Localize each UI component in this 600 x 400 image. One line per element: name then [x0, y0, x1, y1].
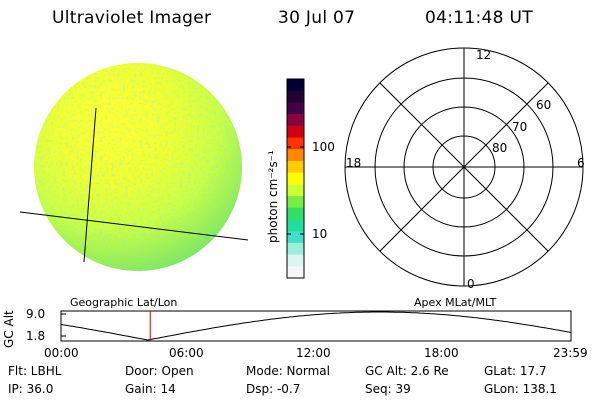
colorbar-cell — [287, 207, 304, 220]
colorbar-cell — [287, 266, 304, 279]
polar-plot — [344, 47, 584, 287]
gc-alt-axis-label: GC Alt — [2, 310, 16, 348]
seq-info: Seq: 39 — [365, 382, 411, 396]
door-info: Door: Open — [125, 364, 194, 378]
colorbar-cell — [287, 219, 304, 232]
altitude-strip-chart — [60, 310, 572, 342]
dsp-info: Dsp: -0.7 — [246, 382, 301, 396]
colorbar-cell — [287, 79, 304, 92]
colorbar — [286, 78, 305, 279]
mlt-label-18: 18 — [346, 156, 362, 170]
x-tick-0000: 00:00 — [44, 346, 79, 360]
x-tick-1200: 12:00 — [296, 346, 331, 360]
x-tick-0600: 06:00 — [169, 346, 204, 360]
y-tick-9: 9.0 — [26, 307, 46, 321]
longitude-line — [83, 107, 97, 263]
gc-alt-info: GC Alt: 2.6 Re — [365, 364, 449, 378]
colorbar-cell — [287, 90, 304, 103]
geographic-grid-label: Geographic Lat/Lon — [70, 296, 178, 309]
mlat-label-70: 70 — [512, 120, 528, 134]
colorbar-cell — [287, 184, 304, 197]
glat-info: GLat: 17.7 — [484, 364, 547, 378]
colorbar-cell — [287, 254, 304, 267]
y-tick-1-8: 1.8 — [26, 329, 46, 343]
earth-disk-image — [19, 63, 249, 271]
mlat-label-80: 80 — [492, 141, 508, 155]
colorbar-cell — [287, 149, 304, 162]
apex-grid-label: Apex MLat/MLT — [414, 296, 497, 309]
mlat-label-60: 60 — [536, 98, 552, 112]
colorbar-cell — [287, 172, 304, 185]
colorbar-cell — [287, 102, 304, 115]
time-label: 04:11:48 UT — [425, 8, 533, 28]
colorbar-tick-10: 10 — [312, 227, 328, 241]
app-title: Ultraviolet Imager — [52, 8, 212, 28]
glon-info: GLon: 138.1 — [484, 382, 557, 396]
x-tick-2359: 23:59 — [553, 346, 588, 360]
colorbar-cell — [287, 114, 304, 127]
latitude-line — [19, 211, 249, 241]
colorbar-cell — [287, 231, 304, 244]
filter-info: Flt: LBHL — [8, 364, 62, 378]
ip-info: IP: 36.0 — [8, 382, 54, 396]
gain-info: Gain: 14 — [125, 382, 176, 396]
mlt-label-6: 6 — [577, 156, 585, 170]
x-tick-1800: 18:00 — [424, 346, 459, 360]
colorbar-cell — [287, 125, 304, 139]
colorbar-cell — [287, 242, 304, 256]
colorbar-tick-100: 100 — [312, 140, 335, 154]
colorbar-cell — [287, 137, 304, 150]
mode-info: Mode: Normal — [246, 364, 330, 378]
colorbar-cell — [287, 196, 304, 209]
colorbar-cell — [287, 160, 304, 174]
mlt-label-12: 12 — [476, 48, 492, 62]
mlt-label-0: 0 — [467, 277, 475, 291]
colorbar-unit-label: photon cm⁻²s⁻¹ — [266, 150, 280, 243]
date-label: 30 Jul 07 — [278, 8, 356, 28]
